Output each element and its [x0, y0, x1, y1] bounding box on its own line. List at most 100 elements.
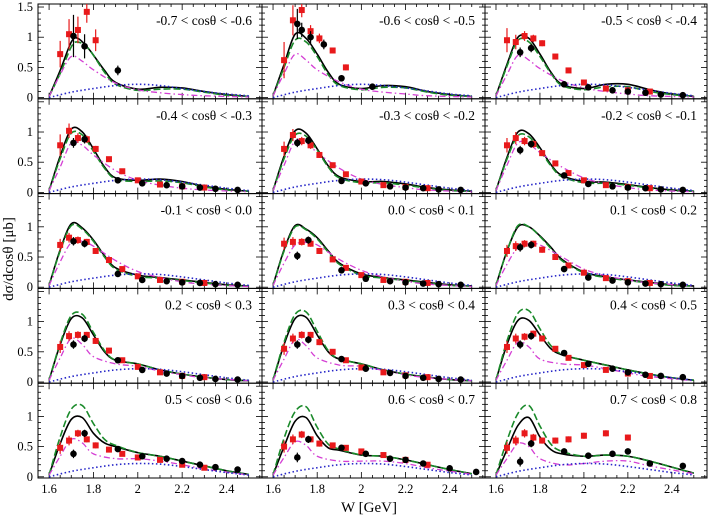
data-point-square: [281, 145, 288, 152]
data-point-circle: [196, 374, 204, 382]
x-tick-label: 1.8: [309, 482, 325, 496]
data-point-square: [602, 85, 609, 92]
data-point-square: [289, 335, 296, 342]
data-point-circle: [419, 460, 427, 467]
curve-model-variant: [48, 311, 249, 382]
data-point-square: [66, 234, 73, 241]
data-point-square: [281, 443, 288, 450]
data-point-square: [358, 178, 365, 185]
data-point-square: [66, 127, 73, 134]
data-point-circle: [320, 41, 328, 48]
panel-label: -0.6 < cosθ < -0.5: [379, 13, 475, 28]
data-point-circle: [307, 33, 314, 41]
data-point-circle: [386, 455, 394, 462]
data-point-circle: [178, 372, 186, 380]
data-point-circle: [81, 335, 88, 342]
panel-ticks: [485, 288, 707, 384]
y-tick-label: 0: [27, 470, 33, 484]
data-point-circle: [657, 280, 665, 288]
data-point-square: [156, 276, 163, 283]
panel-body: [272, 309, 472, 383]
data-point-square: [329, 348, 336, 355]
data-point-square: [512, 243, 519, 250]
y-tick-label: 1: [27, 409, 33, 423]
data-point-square: [552, 437, 559, 444]
data-point-square: [358, 448, 365, 455]
x-tick-label: 1.6: [41, 482, 57, 496]
y-tick-label: 0.5: [17, 155, 33, 169]
data-point-circle: [386, 277, 394, 285]
data-point-square: [602, 182, 609, 189]
data-point-circle: [516, 244, 524, 251]
curve-model-variant: [495, 37, 694, 98]
data-point-square: [83, 436, 90, 443]
panel-label: -0.5 < cosθ < -0.4: [601, 13, 697, 28]
y-tick-label: 1.5: [17, 0, 33, 14]
data-point-square: [92, 247, 99, 254]
curve-background: [48, 273, 249, 288]
data-point-circle: [527, 44, 535, 52]
panel-label: 0.7 < cosθ < 0.8: [610, 392, 697, 407]
data-point-circle: [178, 279, 186, 286]
data-point-circle: [212, 375, 219, 383]
panel-body: [48, 221, 249, 289]
data-point-square: [530, 35, 537, 42]
panel-body: [495, 308, 694, 383]
data-point-square: [521, 138, 528, 145]
curve-full-model: [495, 223, 694, 287]
data-point-square: [289, 436, 296, 443]
y-tick-label: 0: [27, 91, 33, 105]
data-point-square: [119, 357, 126, 364]
data-point-square: [83, 8, 90, 15]
data-point-circle: [642, 371, 649, 379]
y-tick-label: 0.5: [17, 250, 33, 264]
data-point-circle: [81, 240, 88, 248]
data-point-square: [329, 162, 336, 169]
data-point-square: [424, 461, 431, 468]
data-point-square: [565, 354, 572, 361]
panel: -0.1 < cosθ < 0.0: [37, 193, 263, 289]
data-point-square: [74, 430, 81, 437]
data-point-square: [134, 363, 141, 370]
data-point-circle: [585, 84, 592, 91]
curve-model-variant: [495, 222, 694, 287]
panel: -0.4 < cosθ < -0.3: [37, 98, 263, 195]
data-point-circle: [212, 280, 219, 288]
data-point-square: [329, 442, 336, 449]
data-point-circle: [624, 88, 632, 95]
data-point-square: [57, 142, 64, 149]
data-point-square: [105, 446, 112, 453]
data-point-circle: [114, 356, 122, 364]
data-point-circle: [163, 455, 170, 462]
data-point-circle: [516, 49, 524, 56]
data-point-circle: [305, 236, 312, 244]
data-point-square: [201, 464, 208, 471]
data-point-square: [358, 272, 365, 279]
data-point-circle: [81, 135, 88, 143]
x-tick-label: 2: [358, 482, 364, 496]
data-point-square: [624, 434, 631, 441]
curve-partial: [495, 242, 694, 287]
y-tick-label: 0: [27, 280, 33, 294]
data-point-square: [503, 37, 510, 44]
panel: 0.3 < cosθ < 0.4: [261, 287, 486, 384]
curve-background: [272, 462, 472, 478]
data-point-circle: [362, 275, 370, 283]
curve-partial: [272, 52, 472, 98]
panel: -0.6 < cosθ < -0.5: [261, 3, 486, 100]
curve-partial: [495, 140, 694, 193]
data-point-circle: [362, 450, 370, 458]
x-tick-label: 2.2: [174, 482, 190, 496]
data-point-circle: [138, 276, 146, 284]
data-point-square: [539, 437, 546, 444]
data-point-circle: [369, 83, 376, 91]
data-point-square: [539, 150, 546, 157]
data-point-circle: [81, 430, 88, 437]
data-point-square: [74, 237, 81, 244]
data-point-square: [602, 366, 609, 373]
curve-partial: [495, 54, 694, 98]
data-point-circle: [196, 279, 204, 287]
panel-label: -0.4 < cosθ < -0.3: [156, 108, 252, 123]
data-point-circle: [114, 67, 122, 74]
data-point-square: [539, 246, 546, 253]
